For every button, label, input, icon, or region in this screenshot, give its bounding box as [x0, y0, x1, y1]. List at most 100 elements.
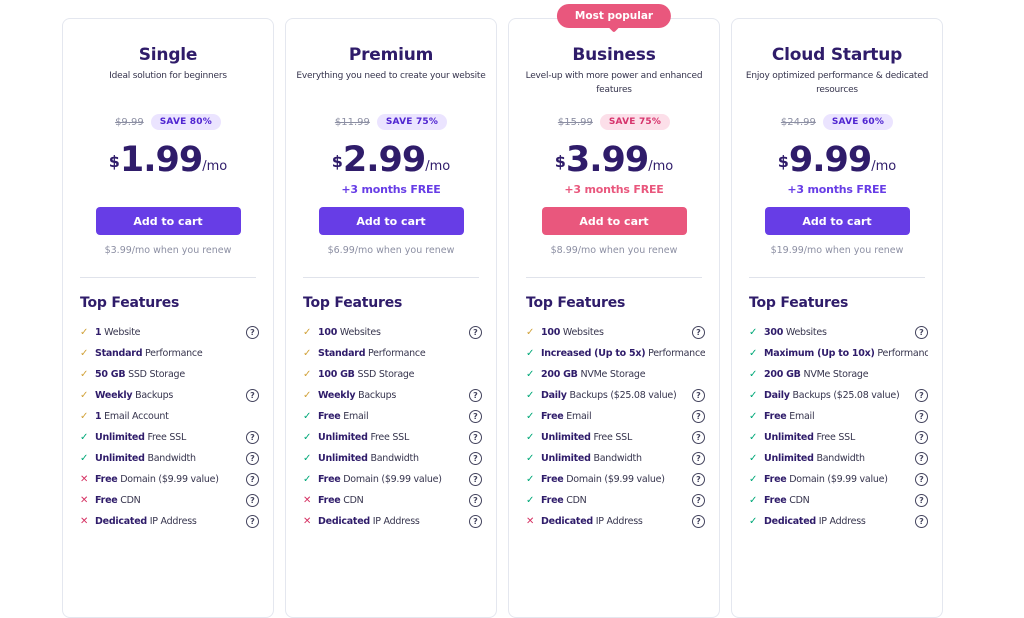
cross-icon: ✕	[303, 495, 312, 506]
feature-row: ✕ Dedicated IP Address?	[303, 511, 482, 532]
help-icon[interactable]: ?	[246, 389, 259, 402]
renewal-note: $19.99/mo when you renew	[770, 245, 904, 256]
help-icon[interactable]: ?	[469, 410, 482, 423]
old-price: $11.99	[334, 116, 370, 128]
help-icon[interactable]: ?	[915, 326, 928, 339]
help-icon[interactable]: ?	[692, 431, 705, 444]
feature-text: 1 Email Account	[95, 411, 169, 422]
feature-row: ✓ Free Email?	[303, 406, 482, 427]
check-icon: ✓	[526, 474, 535, 485]
add-to-cart-button[interactable]: Add to cart	[95, 207, 241, 235]
bonus-months	[63, 183, 273, 198]
check-icon: ✓	[80, 390, 89, 401]
add-to-cart-button[interactable]: Add to cart	[541, 207, 687, 235]
feature-text: 200 GB NVMe Storage	[764, 369, 869, 380]
help-icon[interactable]: ?	[469, 473, 482, 486]
add-to-cart-button[interactable]: Add to cart	[318, 207, 464, 235]
feature-term: 100	[318, 327, 338, 338]
help-icon[interactable]: ?	[692, 410, 705, 423]
add-to-cart-button[interactable]: Add to cart	[764, 207, 910, 235]
price-amount: 9.99	[788, 140, 872, 180]
currency-symbol: $	[777, 152, 789, 171]
feature-term: Free	[541, 495, 564, 506]
feature-term: Standard	[95, 348, 143, 359]
plan-price: $ 9.99 /mo	[732, 136, 942, 178]
plan-tagline: Ideal solution for beginners	[109, 71, 227, 81]
help-icon[interactable]: ?	[246, 452, 259, 465]
check-icon: ✓	[80, 432, 89, 443]
feature-row: ✓ Weekly Backups?	[303, 385, 482, 406]
help-icon[interactable]: ?	[246, 326, 259, 339]
feature-term: Free	[764, 474, 787, 485]
feature-text: Dedicated IP Address	[764, 516, 866, 527]
check-icon: ✓	[526, 432, 535, 443]
help-icon[interactable]: ?	[692, 389, 705, 402]
check-icon: ✓	[749, 411, 758, 422]
feature-row: ✓ 100 Websites?	[526, 322, 705, 343]
help-icon[interactable]: ?	[246, 515, 259, 528]
check-icon: ✓	[526, 453, 535, 464]
feature-term: Unlimited	[764, 453, 814, 464]
check-icon: ✓	[749, 432, 758, 443]
plan-price: $ 1.99 /mo	[63, 136, 273, 178]
check-icon: ✓	[303, 390, 312, 401]
feature-text: Dedicated IP Address	[95, 516, 197, 527]
help-icon[interactable]: ?	[469, 389, 482, 402]
check-icon: ✓	[526, 411, 535, 422]
feature-text: Free CDN	[764, 495, 810, 506]
price-period: /mo	[648, 159, 674, 174]
feature-text: 200 GB NVMe Storage	[541, 369, 646, 380]
help-icon[interactable]: ?	[915, 515, 928, 528]
check-icon: ✓	[80, 327, 89, 338]
feature-term: Free	[541, 411, 564, 422]
feature-row: ✓ Unlimited Free SSL?	[749, 427, 928, 448]
help-icon[interactable]: ?	[469, 326, 482, 339]
feature-text: Daily Backups ($25.08 value)	[541, 390, 677, 401]
feature-text: Free Domain ($9.99 value)	[764, 474, 888, 485]
plan-title: Cloud Startup	[771, 45, 903, 65]
help-icon[interactable]: ?	[246, 473, 259, 486]
help-icon[interactable]: ?	[692, 515, 705, 528]
help-icon[interactable]: ?	[915, 494, 928, 507]
help-icon[interactable]: ?	[692, 473, 705, 486]
help-icon[interactable]: ?	[915, 431, 928, 444]
feature-term: Dedicated	[95, 516, 147, 527]
plan-title: Single	[138, 45, 198, 65]
check-icon: ✓	[749, 390, 758, 401]
feature-row: ✕ Free Domain ($9.99 value)?	[80, 469, 259, 490]
help-icon[interactable]: ?	[692, 452, 705, 465]
feature-row: ✓ Free Domain ($9.99 value)?	[303, 469, 482, 490]
price-amount: 2.99	[342, 140, 426, 180]
help-icon[interactable]: ?	[469, 515, 482, 528]
help-icon[interactable]: ?	[915, 452, 928, 465]
features-title: Top Features	[749, 295, 849, 311]
cross-icon: ✕	[80, 474, 89, 485]
help-icon[interactable]: ?	[246, 431, 259, 444]
feature-text: Unlimited Free SSL	[318, 432, 409, 443]
help-icon[interactable]: ?	[246, 494, 259, 507]
help-icon[interactable]: ?	[469, 431, 482, 444]
help-icon[interactable]: ?	[915, 410, 928, 423]
plan-card: Cloud Startup Enjoy optimized performanc…	[731, 18, 943, 618]
help-icon[interactable]: ?	[692, 494, 705, 507]
feature-text: Unlimited Bandwidth	[95, 453, 196, 464]
feature-term: 1	[95, 411, 102, 422]
help-icon[interactable]: ?	[915, 389, 928, 402]
renewal-note: $8.99/mo when you renew	[550, 245, 678, 256]
feature-row: ✓ Unlimited Bandwidth?	[303, 448, 482, 469]
price-amount: 3.99	[565, 140, 649, 180]
help-icon[interactable]: ?	[469, 494, 482, 507]
feature-term: 200 GB	[764, 369, 801, 380]
plan-card: Premium Everything you need to create yo…	[285, 18, 497, 618]
feature-text: Weekly Backups	[95, 390, 174, 401]
feature-text: Increased (Up to 5x) Performance	[541, 348, 705, 359]
check-icon: ✓	[749, 453, 758, 464]
help-icon[interactable]: ?	[469, 452, 482, 465]
help-icon[interactable]: ?	[692, 326, 705, 339]
help-icon[interactable]: ?	[915, 473, 928, 486]
old-price: $15.99	[557, 116, 593, 128]
feature-row: ✓ Unlimited Bandwidth?	[749, 448, 928, 469]
feature-text: 100 Websites	[541, 327, 604, 338]
feature-term: Unlimited	[95, 432, 145, 443]
check-icon: ✓	[526, 348, 535, 359]
